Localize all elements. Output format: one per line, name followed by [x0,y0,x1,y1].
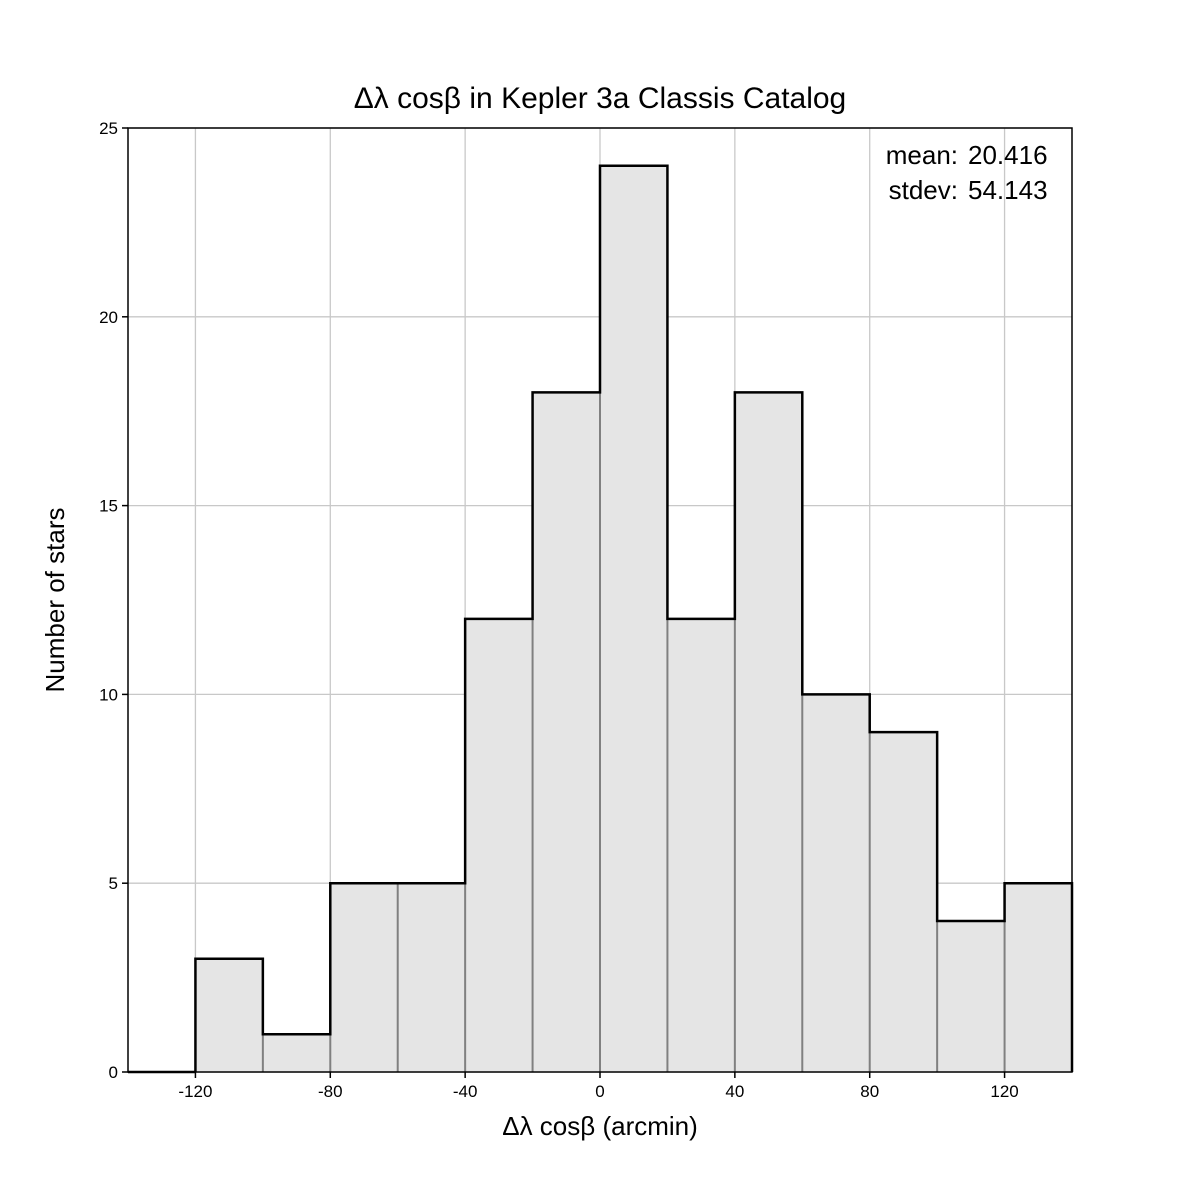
x-axis-label: Δλ cosβ (arcmin) [502,1111,698,1141]
x-tick-label: -40 [453,1082,478,1101]
histogram-bar [262,1034,331,1072]
histogram-bar [330,883,398,1072]
histogram-bar [195,958,263,1072]
stdev-label: stdev: [889,175,958,205]
x-tick-label: 40 [725,1082,744,1101]
histogram-step-outline [194,164,1074,1072]
y-tick-label: 5 [109,874,118,893]
x-tick-label: -80 [318,1082,343,1101]
x-tick-label: -120 [178,1082,212,1101]
histogram-bar [1004,883,1072,1072]
y-tick-label: 0 [109,1063,118,1082]
y-axis-ticks: 0 5 10 15 20 25 [99,119,128,1082]
histogram-bar [802,694,870,1072]
y-tick-label: 15 [99,497,118,516]
histogram-bar [734,392,803,1072]
mean-label: mean: [886,140,958,170]
x-axis-ticks: -120 -80 -40 0 40 80 120 [178,1072,1019,1101]
y-axis-label: Number of stars [40,508,70,693]
histogram-bar [600,165,668,1072]
histogram-bar [397,883,466,1072]
histogram-bar [532,392,600,1072]
x-tick-label: 120 [990,1082,1018,1101]
histogram-bar [869,732,938,1072]
histogram-bar [937,920,1005,1072]
y-tick-label: 25 [99,119,118,138]
y-tick-label: 20 [99,308,118,327]
histogram-bar [465,618,533,1072]
y-tick-label: 10 [99,685,118,704]
histogram-bar [667,618,735,1072]
x-tick-label: 80 [860,1082,879,1101]
histogram-bars [195,165,1072,1072]
mean-value: 20.416 [968,140,1048,170]
stdev-value: 54.143 [968,175,1048,205]
chart-title: Δλ cosβ in Kepler 3a Classis Catalog [354,82,847,115]
x-tick-label: 0 [595,1082,604,1101]
